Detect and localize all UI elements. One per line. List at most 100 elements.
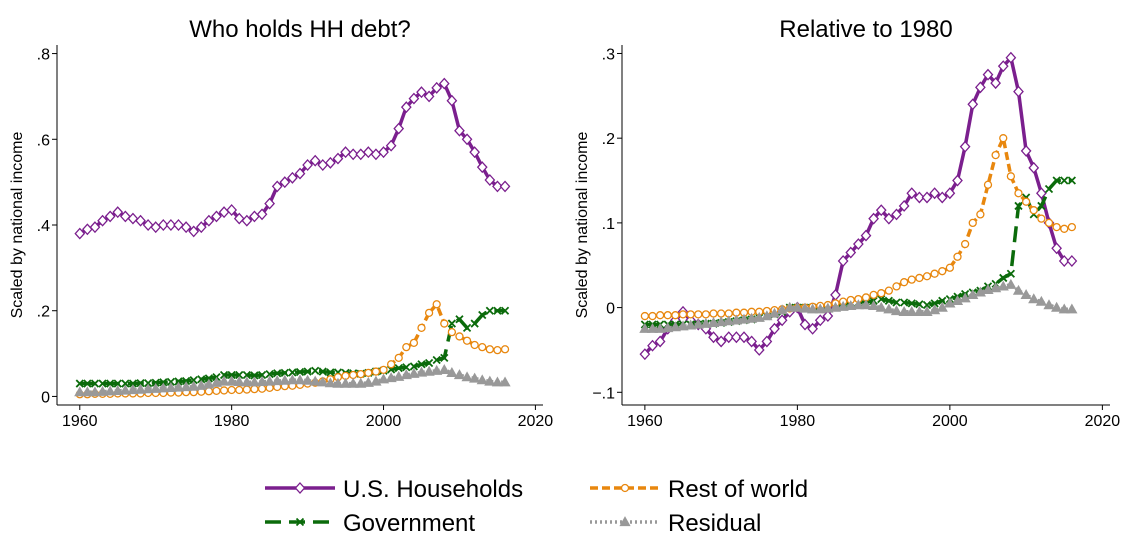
marker xyxy=(853,238,864,251)
marker xyxy=(326,368,335,377)
marker xyxy=(461,371,473,382)
marker xyxy=(975,81,986,94)
marker xyxy=(81,386,93,397)
marker xyxy=(188,380,200,391)
marker xyxy=(891,208,902,221)
marker xyxy=(454,124,465,137)
marker xyxy=(204,374,214,383)
marker xyxy=(875,301,887,312)
marker xyxy=(74,386,86,397)
marker xyxy=(654,335,666,348)
marker xyxy=(210,376,223,387)
marker xyxy=(938,267,947,276)
marker xyxy=(446,367,458,378)
marker xyxy=(264,375,276,386)
marker xyxy=(378,146,389,159)
marker xyxy=(309,154,321,167)
marker xyxy=(98,379,107,388)
marker xyxy=(723,315,735,326)
marker xyxy=(476,374,488,385)
marker xyxy=(127,384,139,395)
marker xyxy=(883,303,895,314)
marker xyxy=(619,516,631,527)
marker xyxy=(409,362,419,371)
marker xyxy=(431,364,443,375)
marker xyxy=(907,275,916,284)
marker xyxy=(1066,255,1078,267)
marker xyxy=(499,376,511,387)
marker xyxy=(271,180,283,193)
marker xyxy=(447,327,457,337)
marker xyxy=(189,376,198,385)
marker xyxy=(493,345,502,355)
marker xyxy=(845,300,857,311)
x-tick-label: 1980 xyxy=(780,413,816,430)
marker xyxy=(922,300,932,310)
marker xyxy=(226,204,238,216)
marker xyxy=(746,335,757,348)
marker xyxy=(968,218,977,228)
marker xyxy=(500,306,510,315)
marker xyxy=(646,322,659,333)
marker xyxy=(332,377,344,388)
marker xyxy=(768,307,781,318)
marker xyxy=(250,371,259,380)
marker xyxy=(424,308,434,318)
marker xyxy=(938,296,947,305)
marker xyxy=(104,385,116,396)
marker xyxy=(219,370,229,380)
marker xyxy=(203,378,215,389)
marker xyxy=(784,301,796,312)
marker xyxy=(256,376,268,387)
marker xyxy=(303,367,312,376)
marker xyxy=(136,379,145,388)
marker xyxy=(1029,206,1038,215)
marker xyxy=(195,379,207,390)
marker xyxy=(906,305,918,316)
legend-label: Residual xyxy=(668,510,761,533)
marker xyxy=(852,299,864,310)
marker xyxy=(875,204,887,217)
marker xyxy=(257,370,267,380)
marker xyxy=(1012,284,1025,295)
marker xyxy=(295,367,305,377)
y-tick-label: .2 xyxy=(37,304,50,321)
marker xyxy=(121,379,130,388)
series-line xyxy=(643,53,1072,356)
marker xyxy=(620,483,630,493)
marker xyxy=(370,375,382,386)
y-axis-label: Scaled by national income xyxy=(574,132,591,319)
marker xyxy=(1051,301,1063,312)
marker xyxy=(280,368,289,377)
y-tick-label: .2 xyxy=(602,131,615,148)
marker xyxy=(898,199,910,212)
marker xyxy=(662,322,674,333)
marker xyxy=(317,376,329,387)
marker xyxy=(990,282,1002,293)
marker xyxy=(868,212,879,225)
marker xyxy=(1037,214,1046,223)
marker xyxy=(470,340,479,350)
marker xyxy=(914,191,925,204)
marker xyxy=(860,229,872,242)
marker xyxy=(829,301,842,312)
marker xyxy=(491,376,504,387)
marker xyxy=(1005,278,1017,289)
marker xyxy=(469,372,481,383)
marker xyxy=(822,302,834,313)
marker xyxy=(271,375,283,386)
marker xyxy=(165,382,177,393)
marker xyxy=(701,310,711,319)
marker xyxy=(248,376,261,387)
marker xyxy=(799,302,811,313)
marker xyxy=(113,379,122,388)
marker xyxy=(1020,144,1032,157)
marker xyxy=(424,358,434,368)
marker xyxy=(807,322,818,335)
marker xyxy=(324,377,336,388)
marker xyxy=(364,368,373,378)
y-axis-label: Scaled by national income xyxy=(9,132,26,319)
marker xyxy=(402,363,411,372)
marker xyxy=(967,98,979,111)
marker xyxy=(1021,197,1031,206)
